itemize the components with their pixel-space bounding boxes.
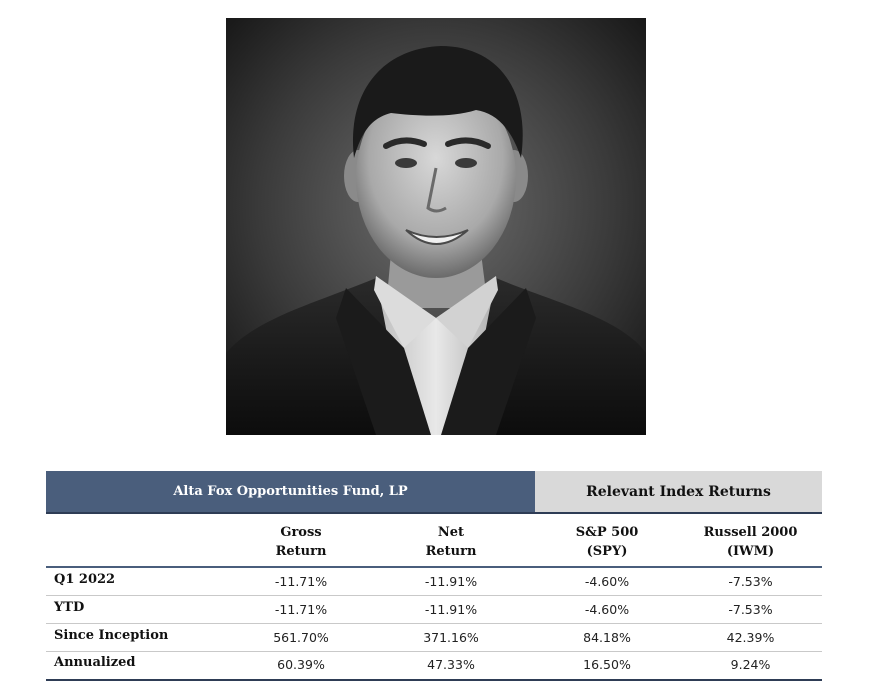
header-rule (46, 512, 822, 514)
table-row: Q1 2022 -11.71% -11.91% -4.60% -7.53% (46, 568, 822, 596)
column-header-rule (46, 566, 822, 568)
gross-return-cell: -11.71% (274, 602, 328, 617)
russell-2000-cell: -7.53% (728, 574, 773, 589)
col-head-line: (IWM) (726, 544, 775, 559)
row-label: YTD (54, 600, 85, 615)
sp500-cell: 16.50% (583, 657, 631, 672)
col-head-line: S&P 500 (575, 525, 639, 540)
row-divider (46, 595, 822, 596)
gross-return-cell: 561.70% (273, 630, 329, 645)
col-head-line: Russell 2000 (703, 525, 798, 540)
fund-header: Alta Fox Opportunities Fund, LP (46, 471, 535, 512)
row-divider (46, 623, 822, 624)
table-bottom-rule (46, 679, 822, 681)
net-return-cell: 371.16% (423, 630, 479, 645)
row-label: Q1 2022 (54, 572, 116, 587)
row-label: Since Inception (54, 628, 169, 643)
row-label: Annualized (54, 655, 136, 670)
col-head-net-return: Net Return (376, 523, 526, 561)
table-row: YTD -11.71% -11.91% -4.60% -7.53% (46, 596, 822, 624)
col-head-line: Gross (280, 525, 322, 540)
performance-table: Alta Fox Opportunities Fund, LP Relevant… (46, 471, 822, 681)
gross-return-cell: 60.39% (277, 657, 325, 672)
table-row: Annualized 60.39% 47.33% 16.50% 9.24% (46, 651, 822, 679)
col-head-line: Return (425, 544, 477, 559)
col-head-gross-return: Gross Return (226, 523, 376, 561)
col-head-line: Return (275, 544, 327, 559)
index-header: Relevant Index Returns (535, 471, 822, 512)
gross-return-cell: -11.71% (274, 574, 328, 589)
russell-2000-cell: -7.53% (728, 602, 773, 617)
col-head-sp500: S&P 500 (SPY) (535, 523, 679, 561)
net-return-cell: -11.91% (424, 602, 478, 617)
sp500-cell: 84.18% (583, 630, 631, 645)
row-divider (46, 651, 822, 652)
net-return-cell: -11.91% (424, 574, 478, 589)
portrait-photo (226, 18, 646, 435)
col-head-line: Net (437, 525, 465, 540)
russell-2000-cell: 42.39% (726, 630, 775, 645)
sp500-cell: -4.60% (584, 574, 630, 589)
table-row: Since Inception 561.70% 371.16% 84.18% 4… (46, 624, 822, 652)
russell-2000-cell: 9.24% (730, 657, 771, 672)
col-head-russell-2000: Russell 2000 (IWM) (679, 523, 822, 561)
sp500-cell: -4.60% (584, 602, 630, 617)
net-return-cell: 47.33% (427, 657, 475, 672)
col-head-line: (SPY) (586, 544, 628, 559)
